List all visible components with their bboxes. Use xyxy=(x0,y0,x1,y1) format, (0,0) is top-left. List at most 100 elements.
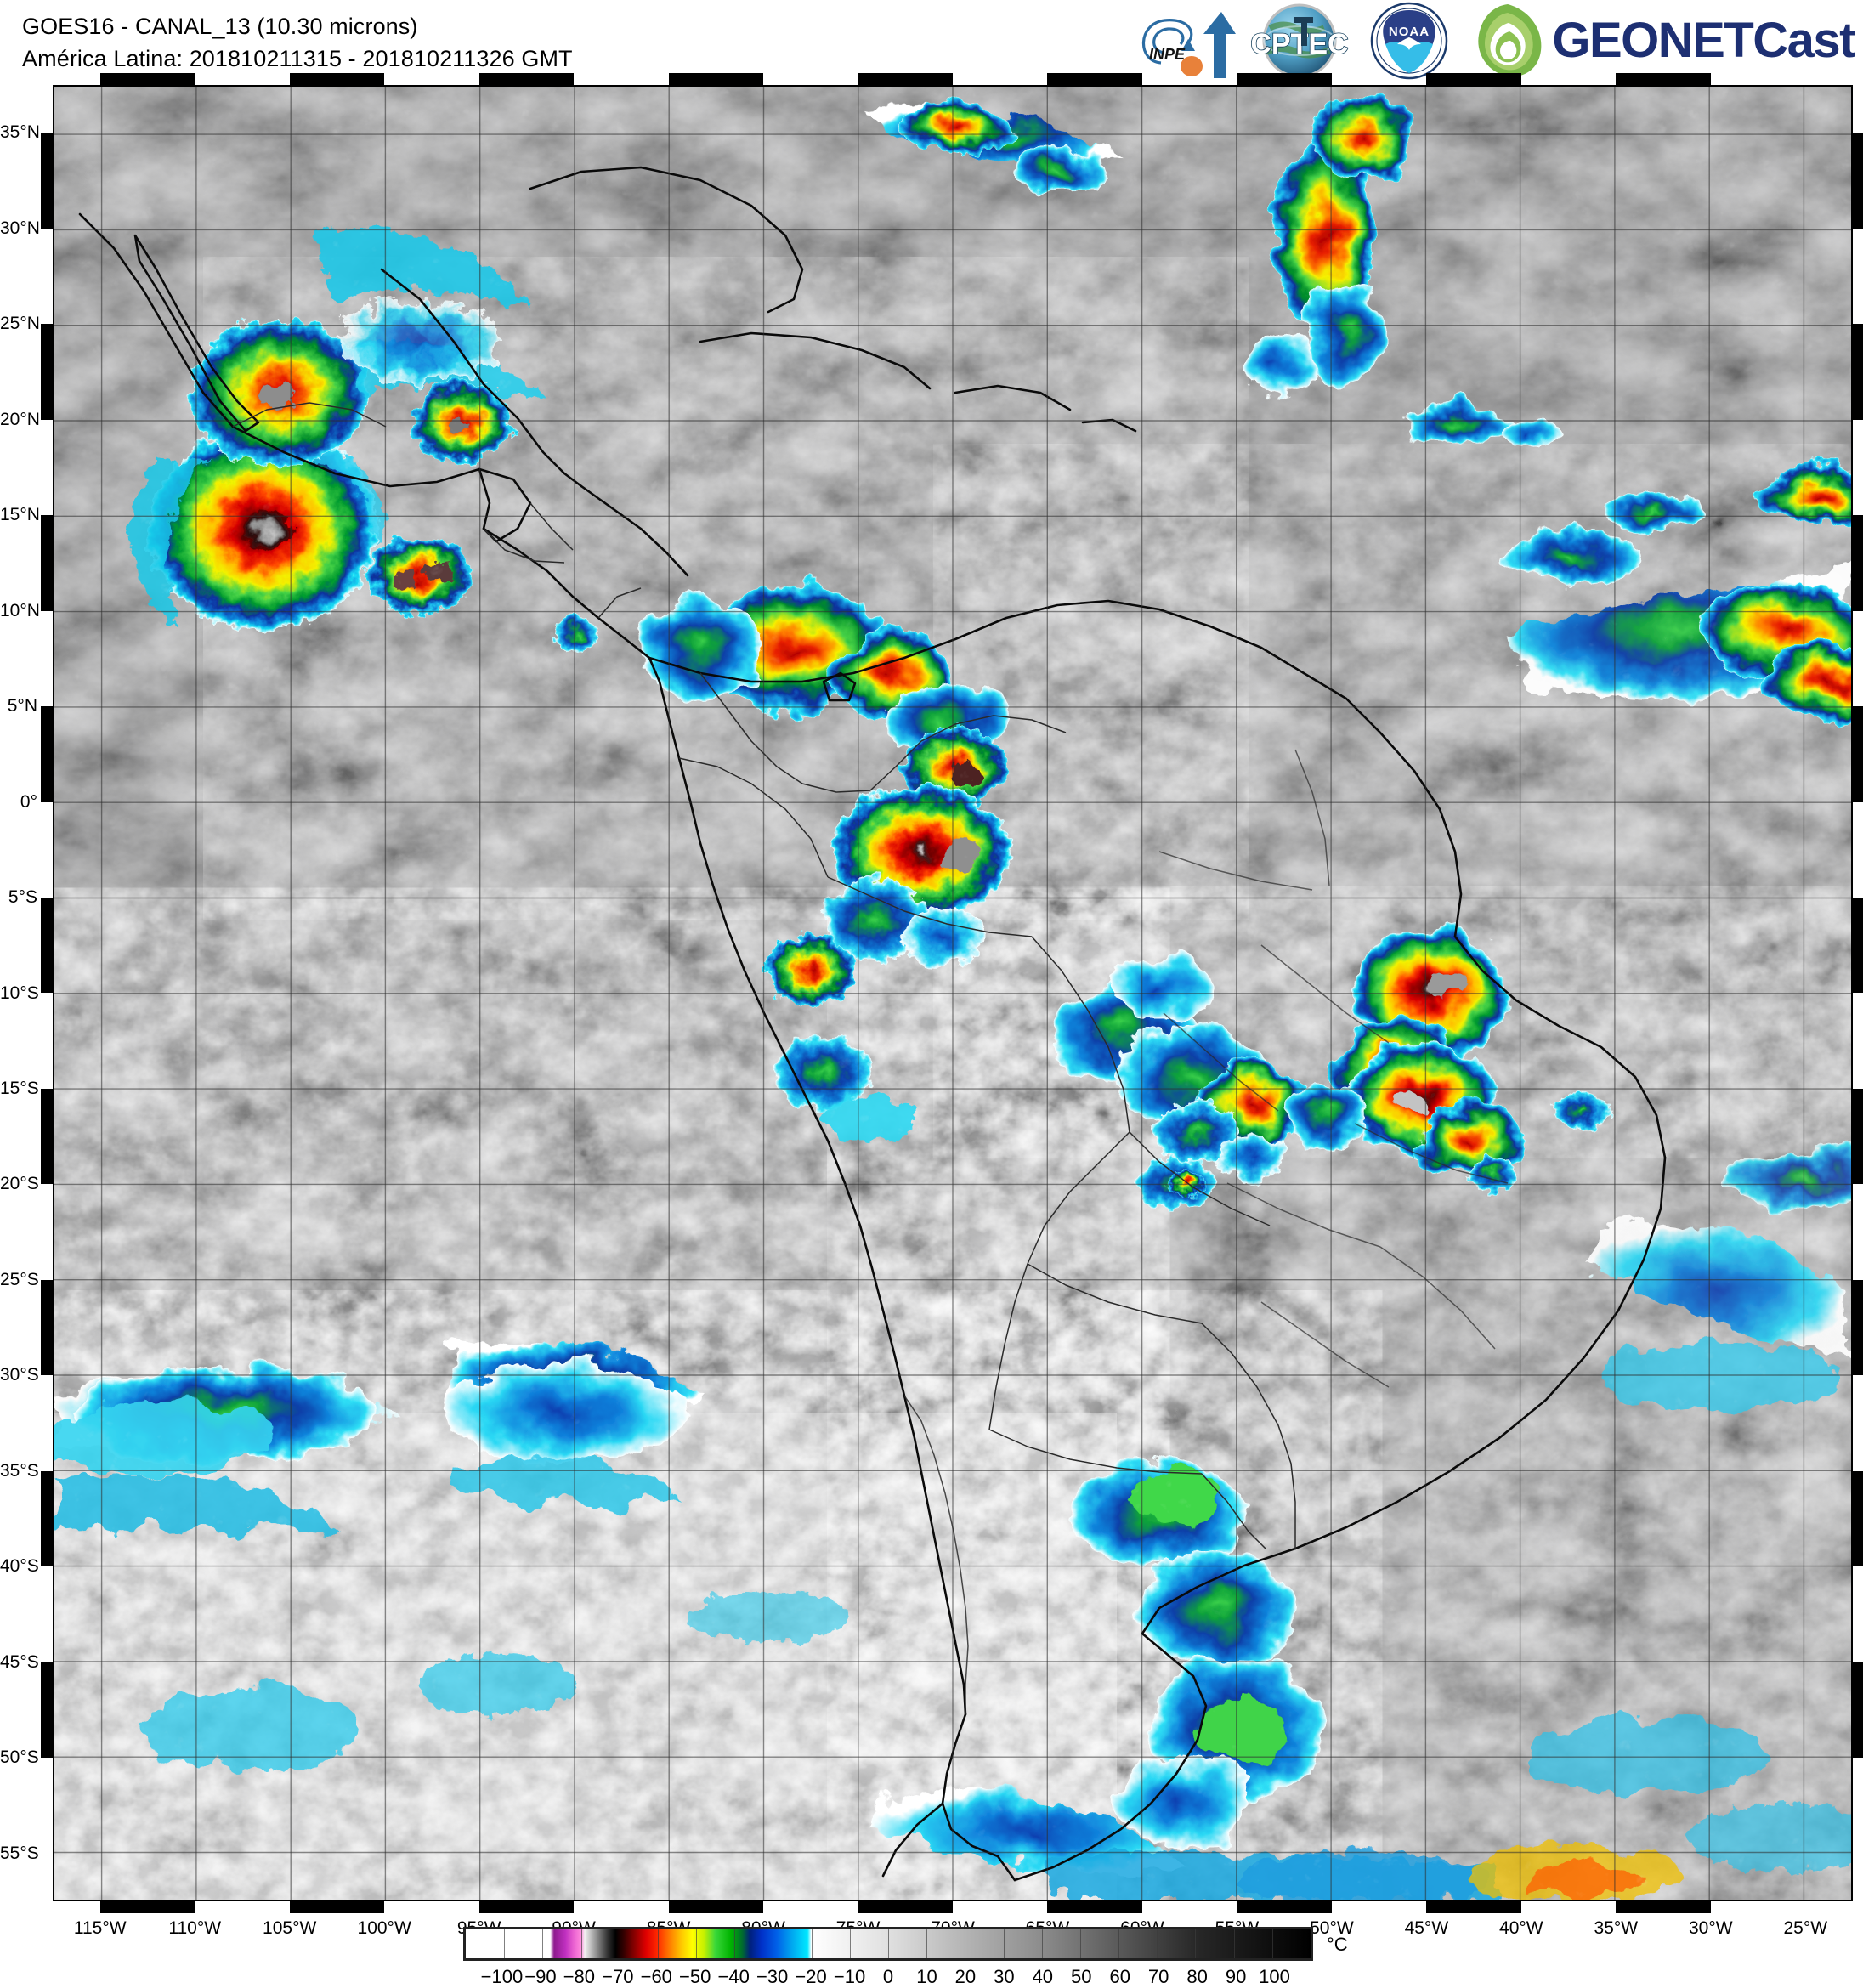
axis-tick-block xyxy=(1853,1470,1863,1567)
colorbar-tick-separator xyxy=(657,1929,659,1958)
colorbar-tick-separator xyxy=(1271,1929,1273,1958)
colorbar-tick-label: 80 xyxy=(1186,1966,1208,1987)
svg-text:CPTEC: CPTEC xyxy=(1251,28,1349,60)
latitude-tick-label: 5°N xyxy=(7,696,37,716)
colorbar-tick-label: −80 xyxy=(563,1966,596,1987)
latitude-tick-label: 25°S xyxy=(0,1269,39,1289)
colorbar-tick-separator xyxy=(926,1929,928,1958)
longitude-tick-label: 50°W xyxy=(1310,1918,1354,1938)
axis-tick-block xyxy=(41,515,53,611)
colorbar-tick-separator xyxy=(1233,1929,1235,1958)
longitude-tick-label: 40°W xyxy=(1499,1918,1543,1938)
satellite-map[interactable] xyxy=(53,85,1853,1901)
colorbar-tick-separator xyxy=(696,1929,698,1958)
longitude-tick-label: 25°W xyxy=(1783,1918,1828,1938)
page-subtitle: América Latina: 201810211315 - 201810211… xyxy=(22,46,573,72)
coastlines xyxy=(78,166,1667,1882)
colorbar-tick-separator xyxy=(542,1929,544,1958)
svg-text:INPE: INPE xyxy=(1149,46,1186,63)
axis-tick-block xyxy=(1853,898,1863,994)
colorbar-tick-separator xyxy=(1118,1929,1120,1958)
colorbar-tick-separator xyxy=(1003,1929,1005,1958)
latitude-tick-label: 30°N xyxy=(0,218,40,238)
latitude-tick-label: 0° xyxy=(20,791,37,812)
longitude-tick-bar-top xyxy=(53,73,1853,85)
colorbar-unit-label: °C xyxy=(1327,1934,1348,1955)
colorbar-gradient[interactable] xyxy=(463,1927,1313,1961)
axis-tick-block xyxy=(99,73,195,85)
country-borders xyxy=(232,402,1509,1714)
axis-tick-block xyxy=(1426,73,1521,85)
axis-tick-block xyxy=(289,1901,385,1913)
axis-tick-block xyxy=(289,73,385,85)
longitude-tick-label: 45°W xyxy=(1404,1918,1449,1938)
axis-tick-block xyxy=(99,1901,195,1913)
colorbar-tick-label: 0 xyxy=(882,1966,894,1987)
colorbar-tick-label: 40 xyxy=(1032,1966,1054,1987)
map-container: 35°N 30°N 25°N 20°N 15°N 10°N 5°N 0° 5°S 10°S 15°S… xyxy=(0,73,1863,1938)
colorbar-tick-separator xyxy=(1195,1929,1197,1958)
axis-tick-block xyxy=(1616,1901,1711,1913)
latitude-tick-label: 5°S xyxy=(8,887,37,908)
colorbar-tick-label: −10 xyxy=(833,1966,866,1987)
colorbar-tick-separator xyxy=(580,1929,582,1958)
colorbar-tick-label: 90 xyxy=(1225,1966,1247,1987)
latitude-tick-bar-left xyxy=(41,85,53,1901)
satellite-imagery xyxy=(54,87,1851,1900)
axis-tick-block xyxy=(41,1662,53,1759)
colorbar-tick-label: 50 xyxy=(1071,1966,1092,1987)
longitude-tick-label: 115°W xyxy=(73,1918,127,1938)
colorbar-tick-label: −30 xyxy=(756,1966,789,1987)
latitude-tick-label: 55°S xyxy=(0,1843,39,1863)
axis-tick-block xyxy=(1237,1901,1332,1913)
geonetcast-mark xyxy=(1478,4,1542,77)
latitude-tick-label: 45°S xyxy=(0,1651,39,1672)
colorbar-container: °C −100 −90 −80 −70 −60 −50 −40 −30 −20 −10 0 10 20 3… xyxy=(463,1927,1348,1987)
colorbar-tick-separator xyxy=(1157,1929,1158,1958)
colorbar-tick-label: −60 xyxy=(640,1966,672,1987)
axis-tick-block xyxy=(1047,1901,1142,1913)
inpe-logo: INPE xyxy=(1135,3,1237,78)
latitude-tick-label: 15°N xyxy=(0,505,40,525)
cptec-logo: CPTEC xyxy=(1249,3,1350,79)
colorbar-tick-label: −100 xyxy=(480,1966,524,1987)
latitude-tick-label: 10°S xyxy=(0,983,39,1003)
colorbar-tick-label: 30 xyxy=(994,1966,1015,1987)
axis-tick-block xyxy=(1853,515,1863,611)
axis-tick-block xyxy=(41,1088,53,1185)
colorbar-tick-separator xyxy=(504,1929,506,1958)
longitude-tick-label: 100°W xyxy=(357,1918,411,1938)
axis-tick-block xyxy=(1853,1279,1863,1376)
colorbar-tick-label: −50 xyxy=(679,1966,711,1987)
colorbar-tick-separator xyxy=(849,1929,851,1958)
geonetcast-wordmark: GEONETCast xyxy=(1552,13,1855,68)
latitude-tick-label: 10°N xyxy=(0,600,40,620)
latitude-tick-label: 15°S xyxy=(0,1078,39,1098)
title-block: GOES16 - CANAL_13 (10.30 microns) Améric… xyxy=(22,10,573,76)
axis-tick-block xyxy=(858,1901,953,1913)
axis-tick-block xyxy=(1426,1901,1521,1913)
axis-tick-block xyxy=(1047,73,1142,85)
latitude-tick-label: 20°S xyxy=(0,1174,39,1194)
colorbar-tick-separator xyxy=(888,1929,889,1958)
logo-bar: INPE CPTEC xyxy=(1135,2,1855,80)
colorbar-tick-label: 20 xyxy=(954,1966,977,1987)
grid-lines xyxy=(54,87,1851,1900)
axis-tick-block xyxy=(668,1901,764,1913)
latitude-tick-label: 50°S xyxy=(0,1747,39,1768)
axis-tick-block xyxy=(41,324,53,420)
colorbar-tick-separator xyxy=(811,1929,813,1958)
axis-tick-block xyxy=(41,133,53,229)
longitude-tick-label: 110°W xyxy=(168,1918,222,1938)
noaa-logo: NOAA xyxy=(1363,2,1455,80)
axis-tick-block xyxy=(1853,324,1863,420)
axis-tick-block xyxy=(41,706,53,802)
geonetcast-logo: GEONETCast xyxy=(1469,3,1855,79)
axis-tick-block xyxy=(1616,73,1711,85)
axis-tick-block xyxy=(41,1279,53,1376)
colorbar-tick-label: −90 xyxy=(524,1966,557,1987)
colorbar-tick-separator xyxy=(1079,1929,1081,1958)
longitude-tick-label: 105°W xyxy=(263,1918,317,1938)
axis-tick-block xyxy=(668,73,764,85)
